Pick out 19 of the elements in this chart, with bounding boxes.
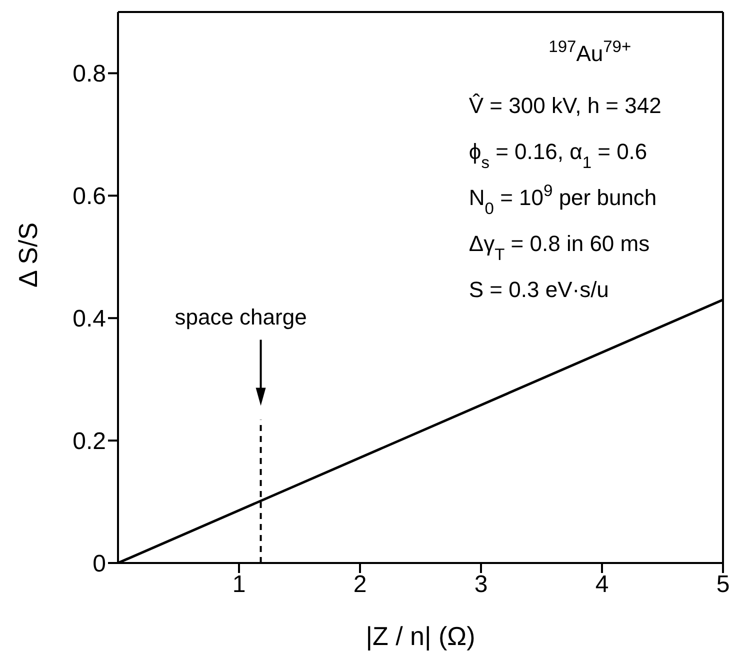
- x-tick-label: 2: [353, 571, 367, 598]
- annotation: N$_{0}$ = 10$^{9}$ per bunch: [468, 182, 657, 218]
- annotation: V̂ = 300 kV, h = 342: [468, 92, 662, 118]
- ref-line-label: space charge: [174, 304, 307, 330]
- y-tick-label: 0.6: [72, 183, 106, 210]
- y-tick-label: 0.4: [72, 306, 106, 333]
- y-tick-label: 0.8: [72, 60, 106, 88]
- annotation: S = 0.3 eV·s/u: [468, 277, 609, 302]
- x-tick-label: 5: [716, 571, 730, 598]
- annotation: $^{197}$Au$^{79+}$: [548, 38, 632, 66]
- y-tick-label: 0: [92, 550, 106, 578]
- annotation: ϕ$_{s}$ = 0.16, α$_{1}$ = 0.6: [468, 139, 648, 172]
- x-axis-title: |Z / n| (Ω): [366, 621, 476, 651]
- annotation: Δγ$_{T}$ = 0.8 in 60 ms: [468, 231, 650, 264]
- y-axis-title: Δ S/S: [13, 222, 44, 288]
- y-tick-label: 0.2: [72, 428, 106, 456]
- x-tick-label: 1: [232, 571, 246, 598]
- x-tick-label: 3: [474, 571, 488, 598]
- x-tick-label: 4: [595, 571, 609, 598]
